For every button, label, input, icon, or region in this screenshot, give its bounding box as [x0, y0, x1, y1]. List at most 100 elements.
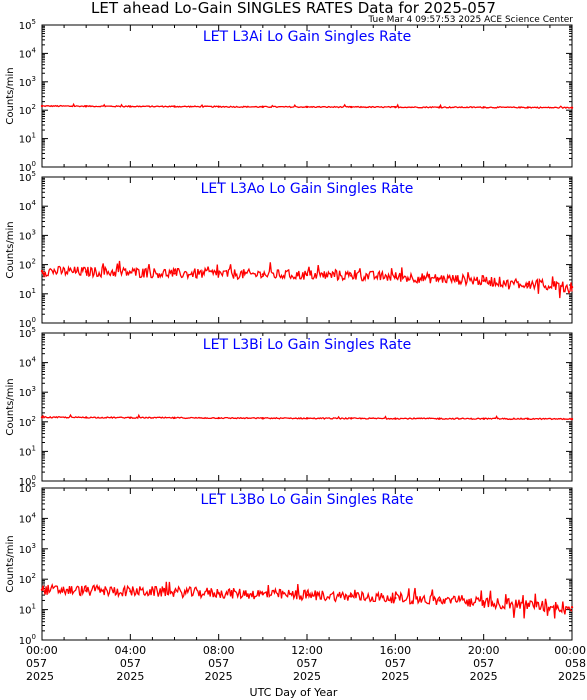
- x-tick-doy: 058: [565, 657, 586, 670]
- data-point: [482, 601, 485, 604]
- x-tick-time: 08:00: [203, 644, 235, 657]
- y-tick-label: 102: [19, 415, 36, 429]
- plot-frame: [41, 487, 573, 641]
- data-point: [84, 589, 88, 592]
- data-point: [84, 105, 88, 108]
- data-point: [261, 105, 265, 109]
- data-point: [526, 282, 530, 286]
- data-point: [305, 273, 309, 277]
- y-tick-label: 103: [19, 228, 36, 242]
- y-tick-label: 104: [19, 511, 37, 525]
- x-tick-doy: 057: [297, 657, 318, 670]
- y-tick-label: 100: [19, 633, 36, 647]
- series-trace: [41, 260, 573, 299]
- data-point: [305, 593, 309, 597]
- x-tick-time: 12:00: [291, 644, 323, 657]
- data-point: [173, 590, 176, 594]
- data-point: [438, 106, 441, 109]
- y-tick-label: 101: [19, 444, 36, 458]
- x-tick-doy: 057: [473, 657, 494, 670]
- y-tick-label: 104: [19, 356, 37, 370]
- y-tick-label: 105: [19, 170, 36, 184]
- data-point: [217, 591, 220, 595]
- data-point: [173, 416, 176, 420]
- data-point: [394, 275, 397, 279]
- data-point: [261, 273, 265, 276]
- data-point: [305, 105, 309, 109]
- data-point: [217, 105, 220, 108]
- y-tick-label: 101: [19, 132, 36, 146]
- y-axis-label: Counts/min: [5, 67, 16, 124]
- x-tick-time: 00:00: [26, 644, 58, 657]
- x-tick-year: 2025: [116, 670, 144, 683]
- y-tick-label: 100: [19, 474, 36, 488]
- data-point: [482, 279, 485, 282]
- data-point: [349, 105, 353, 109]
- data-point: [84, 416, 88, 419]
- data-point: [482, 417, 485, 420]
- y-tick-label: 100: [19, 160, 36, 174]
- data-point: [129, 416, 132, 419]
- series-trace: [41, 581, 573, 619]
- data-point: [84, 270, 88, 273]
- x-tick-time: 04:00: [114, 644, 146, 657]
- data-point: [526, 603, 530, 607]
- y-axis-label: Counts/min: [5, 378, 16, 435]
- data-point: [40, 269, 44, 273]
- y-tick-label: 102: [19, 572, 36, 586]
- data-point: [305, 417, 309, 420]
- panel-title: LET L3Bo Lo Gain Singles Rate: [200, 492, 413, 508]
- data-point: [261, 417, 265, 420]
- y-tick-label: 104: [19, 46, 37, 60]
- data-point: [570, 605, 574, 609]
- x-axis-label: UTC Day of Year: [249, 686, 338, 699]
- data-point: [40, 104, 44, 108]
- x-tick-time: 20:00: [468, 644, 500, 657]
- data-point: [526, 417, 530, 421]
- data-point: [438, 277, 441, 280]
- plot-frame: [41, 332, 573, 482]
- y-tick-label: 104: [19, 199, 37, 213]
- data-point: [217, 416, 220, 420]
- x-tick-year: 2025: [558, 670, 586, 683]
- x-tick-year: 2025: [26, 670, 54, 683]
- y-tick-label: 103: [19, 542, 36, 556]
- data-point: [349, 274, 353, 277]
- data-point: [526, 106, 530, 109]
- panel-title: LET L3Ao Lo Gain Singles Rate: [201, 181, 414, 197]
- data-point: [173, 272, 176, 275]
- chart-title: LET ahead Lo-Gain SINGLES RATES Data for…: [91, 0, 496, 17]
- y-tick-label: 101: [19, 287, 36, 301]
- data-point: [482, 106, 485, 109]
- y-tick-label: 105: [19, 18, 36, 32]
- panel-title: LET L3Bi Lo Gain Singles Rate: [203, 337, 411, 353]
- data-point: [40, 588, 44, 591]
- x-tick-time: 16:00: [379, 644, 411, 657]
- y-tick-label: 101: [19, 603, 36, 617]
- data-point: [570, 417, 574, 421]
- data-point: [394, 105, 397, 109]
- data-point: [261, 593, 265, 596]
- data-point: [570, 106, 574, 109]
- y-tick-label: 100: [19, 316, 36, 330]
- y-tick-label: 102: [19, 258, 36, 272]
- data-point: [349, 417, 353, 420]
- x-tick-time: 00:00: [554, 644, 586, 657]
- y-tick-label: 103: [19, 385, 36, 399]
- data-point: [40, 416, 44, 419]
- data-point: [438, 417, 441, 420]
- x-tick-year: 2025: [381, 670, 409, 683]
- x-tick-year: 2025: [470, 670, 498, 683]
- generated-timestamp: Tue Mar 4 09:57:53 2025 ACE Science Cent…: [368, 15, 573, 25]
- x-tick-year: 2025: [293, 670, 321, 683]
- x-tick-doy: 057: [385, 657, 406, 670]
- data-point: [129, 271, 132, 274]
- data-point: [349, 595, 353, 598]
- data-point: [394, 417, 397, 420]
- y-tick-label: 102: [19, 103, 36, 117]
- x-tick-year: 2025: [205, 670, 233, 683]
- y-axis-label: Counts/min: [5, 221, 16, 278]
- data-point: [570, 285, 574, 289]
- plot-frame: [41, 176, 573, 324]
